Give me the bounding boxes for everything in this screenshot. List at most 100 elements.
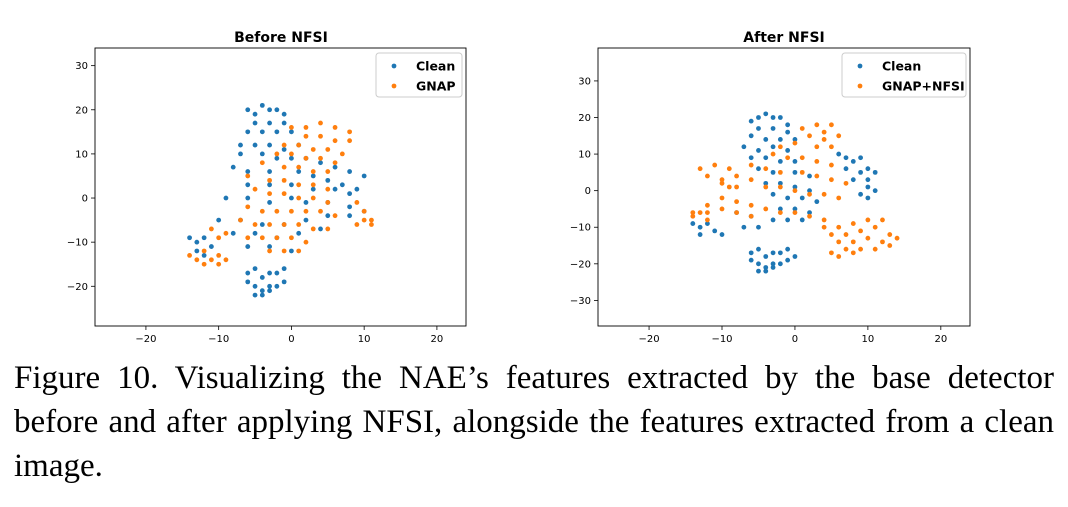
- y-tick-label: −20: [570, 259, 591, 270]
- data-point: [259, 292, 265, 298]
- data-point: [347, 129, 353, 135]
- data-point: [785, 217, 791, 223]
- data-point: [763, 184, 769, 190]
- data-point: [216, 217, 222, 223]
- data-point: [369, 217, 374, 223]
- data-point: [252, 186, 258, 192]
- data-point: [289, 208, 294, 214]
- data-point: [252, 222, 258, 227]
- data-point: [719, 177, 725, 183]
- data-point: [748, 177, 754, 183]
- data-point: [836, 239, 842, 245]
- data-point: [807, 191, 812, 197]
- figure-caption: Figure 10. Visualizing the NAE’s feature…: [14, 360, 1054, 484]
- data-point: [836, 224, 842, 230]
- data-point: [339, 182, 345, 188]
- data-point: [821, 224, 827, 230]
- legend-marker: [857, 63, 863, 69]
- data-point: [741, 144, 747, 150]
- data-point: [756, 246, 761, 252]
- data-point: [245, 182, 251, 188]
- data-point: [865, 166, 871, 172]
- data-point: [829, 162, 834, 168]
- data-point: [318, 133, 323, 139]
- data-point: [763, 166, 769, 172]
- data-point: [318, 226, 323, 232]
- data-point: [880, 239, 885, 245]
- data-point: [274, 283, 280, 289]
- data-point: [281, 120, 287, 126]
- data-point: [872, 224, 878, 230]
- data-point: [894, 235, 900, 241]
- data-point: [310, 186, 316, 192]
- data-point: [770, 217, 776, 223]
- data-point: [690, 210, 696, 216]
- data-point: [785, 195, 791, 201]
- data-point: [756, 126, 761, 131]
- series-clean: [187, 102, 367, 298]
- data-point: [777, 210, 783, 216]
- data-point: [267, 107, 272, 113]
- data-point: [347, 138, 353, 144]
- data-point: [245, 235, 251, 241]
- data-point: [690, 213, 696, 219]
- data-point: [792, 188, 798, 194]
- x-tick-label: 20: [934, 334, 947, 345]
- data-point: [259, 235, 265, 241]
- data-point: [777, 180, 783, 186]
- data-point: [289, 151, 294, 157]
- data-point: [332, 125, 338, 130]
- legend-label: Clean: [416, 59, 455, 74]
- data-point: [829, 177, 834, 183]
- x-tick-label: 20: [431, 334, 444, 345]
- data-point: [872, 246, 878, 252]
- data-point: [187, 253, 192, 258]
- data-point: [289, 195, 294, 201]
- data-point: [347, 191, 353, 197]
- data-point: [799, 195, 805, 201]
- data-point: [208, 226, 214, 232]
- data-point: [785, 246, 791, 252]
- data-point: [821, 137, 827, 142]
- data-point: [792, 169, 798, 175]
- data-point: [814, 122, 820, 128]
- data-point: [850, 158, 856, 164]
- data-point: [303, 133, 309, 139]
- data-point: [216, 235, 222, 241]
- legend-label: Clean: [882, 59, 921, 74]
- data-point: [770, 115, 776, 120]
- data-point: [814, 173, 820, 179]
- data-point: [770, 265, 776, 270]
- data-point: [332, 164, 338, 170]
- data-point: [296, 142, 302, 148]
- data-point: [325, 186, 331, 192]
- data-point: [726, 184, 732, 190]
- x-tick-label: 0: [288, 334, 294, 345]
- data-point: [310, 195, 316, 201]
- y-tick-label: 20: [578, 113, 591, 124]
- data-point: [361, 173, 367, 179]
- plot-frame: [94, 47, 467, 327]
- data-point: [785, 257, 791, 263]
- data-point: [303, 217, 309, 223]
- y-tick-label: −10: [67, 238, 88, 249]
- data-point: [281, 164, 287, 170]
- data-point: [799, 126, 805, 131]
- data-point: [245, 107, 251, 113]
- data-point: [792, 254, 798, 259]
- data-point: [792, 137, 798, 142]
- data-point: [880, 217, 885, 223]
- data-point: [829, 250, 834, 256]
- data-point: [850, 239, 856, 245]
- data-point: [332, 138, 338, 144]
- y-tick-label: −30: [570, 296, 591, 307]
- data-point: [354, 222, 360, 227]
- data-point: [252, 230, 258, 236]
- data-point: [216, 261, 222, 267]
- data-point: [369, 222, 374, 227]
- data-point: [719, 206, 725, 212]
- data-point: [843, 246, 849, 252]
- data-point: [281, 266, 287, 272]
- data-point: [748, 118, 754, 124]
- data-point: [799, 155, 805, 161]
